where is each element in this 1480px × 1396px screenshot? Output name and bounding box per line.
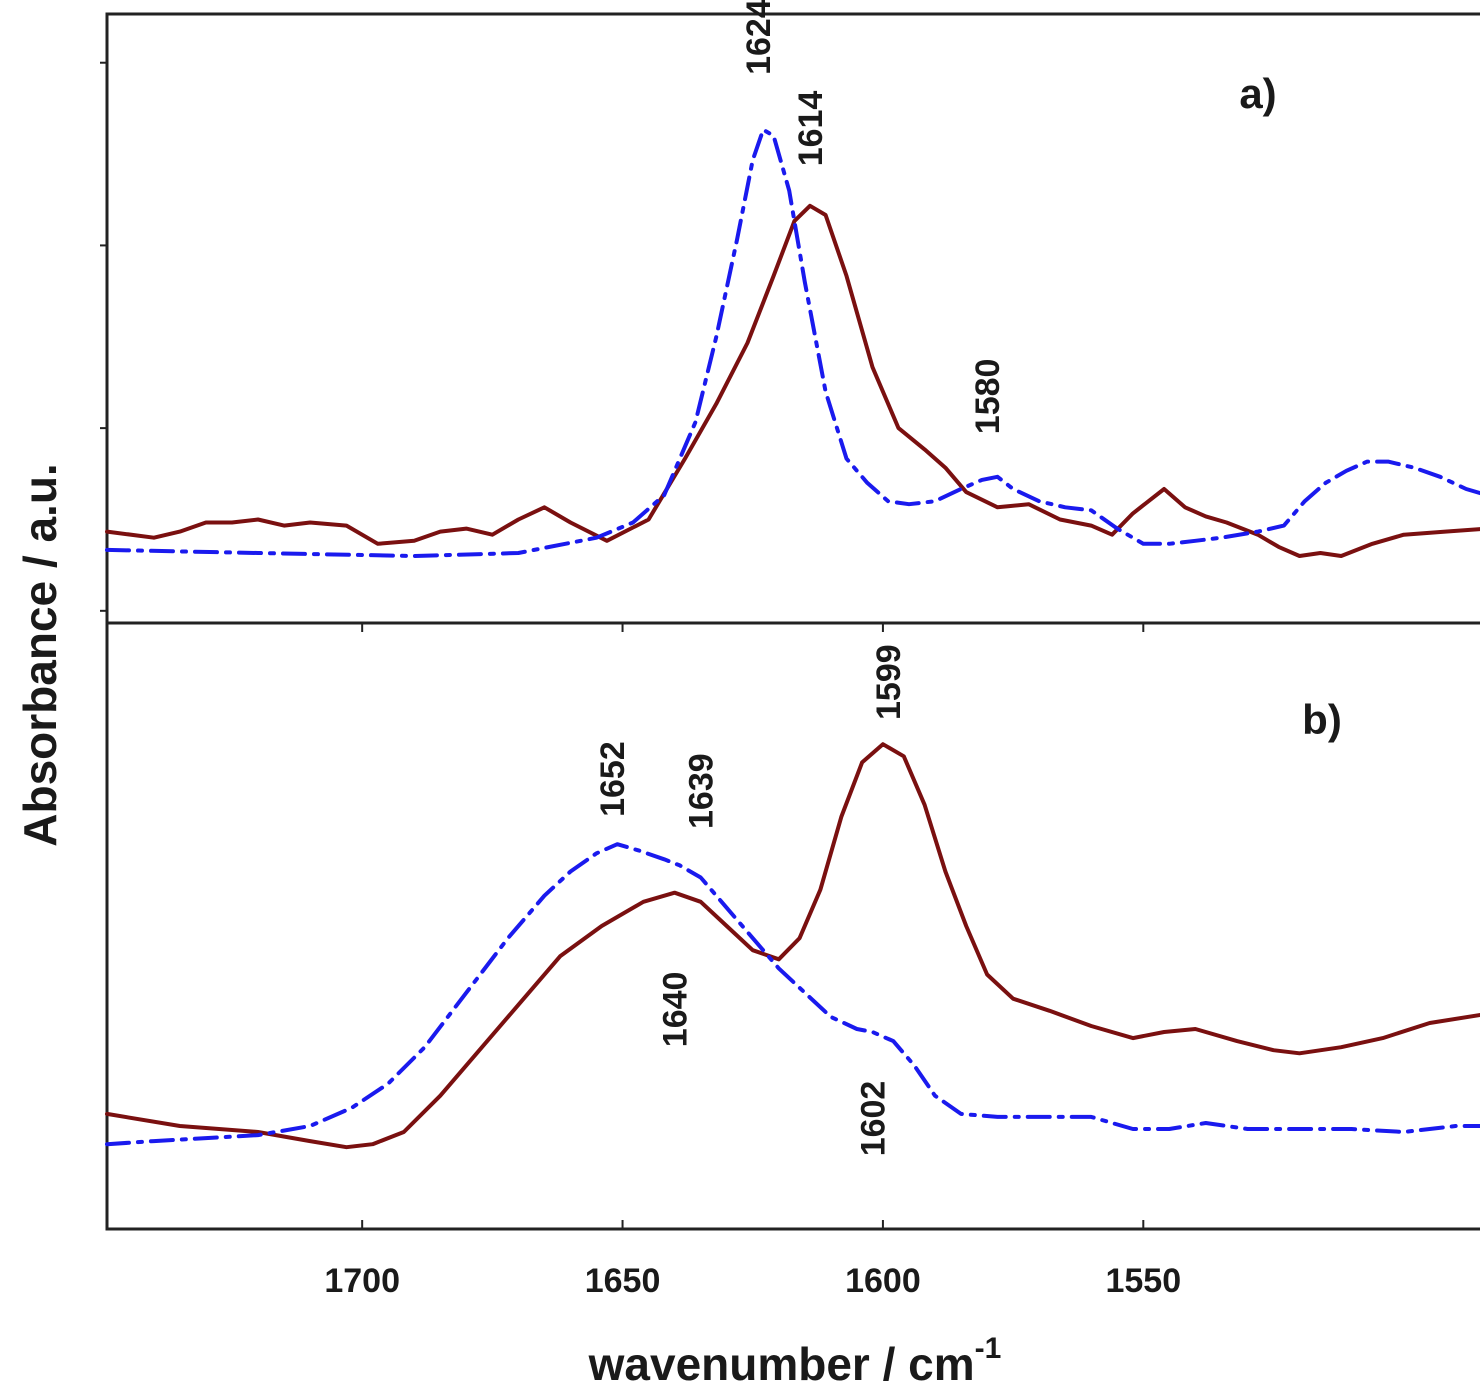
series-dashdot-line	[105, 127, 1480, 558]
series-solid-line	[105, 742, 1480, 1150]
panel-b: 1652 1639 1599 1640 1602 b)	[105, 644, 1480, 1157]
x-tick-label: 1650	[585, 1262, 661, 1300]
peak-annotation: 1602	[855, 1081, 893, 1157]
series-solid-line	[105, 203, 1480, 558]
peak-annotation: 1580	[969, 359, 1007, 435]
panel-b-frame	[105, 621, 1480, 1231]
x-tick-label: 1550	[1105, 1262, 1181, 1300]
peak-annotation: 1599	[870, 644, 908, 720]
peak-annotation: 1640	[657, 972, 695, 1048]
panel-label: a)	[1239, 70, 1276, 117]
x-axis: 1700 1650 1600 1550	[324, 623, 1181, 1300]
x-axis-label-text: wavenumber / cm	[588, 1338, 975, 1390]
peak-annotation: 1639	[683, 753, 721, 829]
series-dashdot-line	[105, 842, 1480, 1147]
x-tick-label: 1700	[324, 1262, 400, 1300]
peak-annotation: 1614	[792, 91, 830, 167]
x-axis-label: wavenumber / cm-1	[588, 1332, 1002, 1390]
peak-annotation: 1624	[740, 0, 778, 75]
panel-a: 1624 1614 1580 a)	[100, 0, 1480, 612]
x-tick-label: 1600	[845, 1262, 921, 1300]
x-axis-label-exponent: -1	[975, 1332, 1002, 1365]
peak-annotation: 1652	[594, 741, 632, 817]
panel-label: b)	[1302, 696, 1342, 743]
y-axis-label: Absorbance / a.u.	[14, 463, 66, 846]
